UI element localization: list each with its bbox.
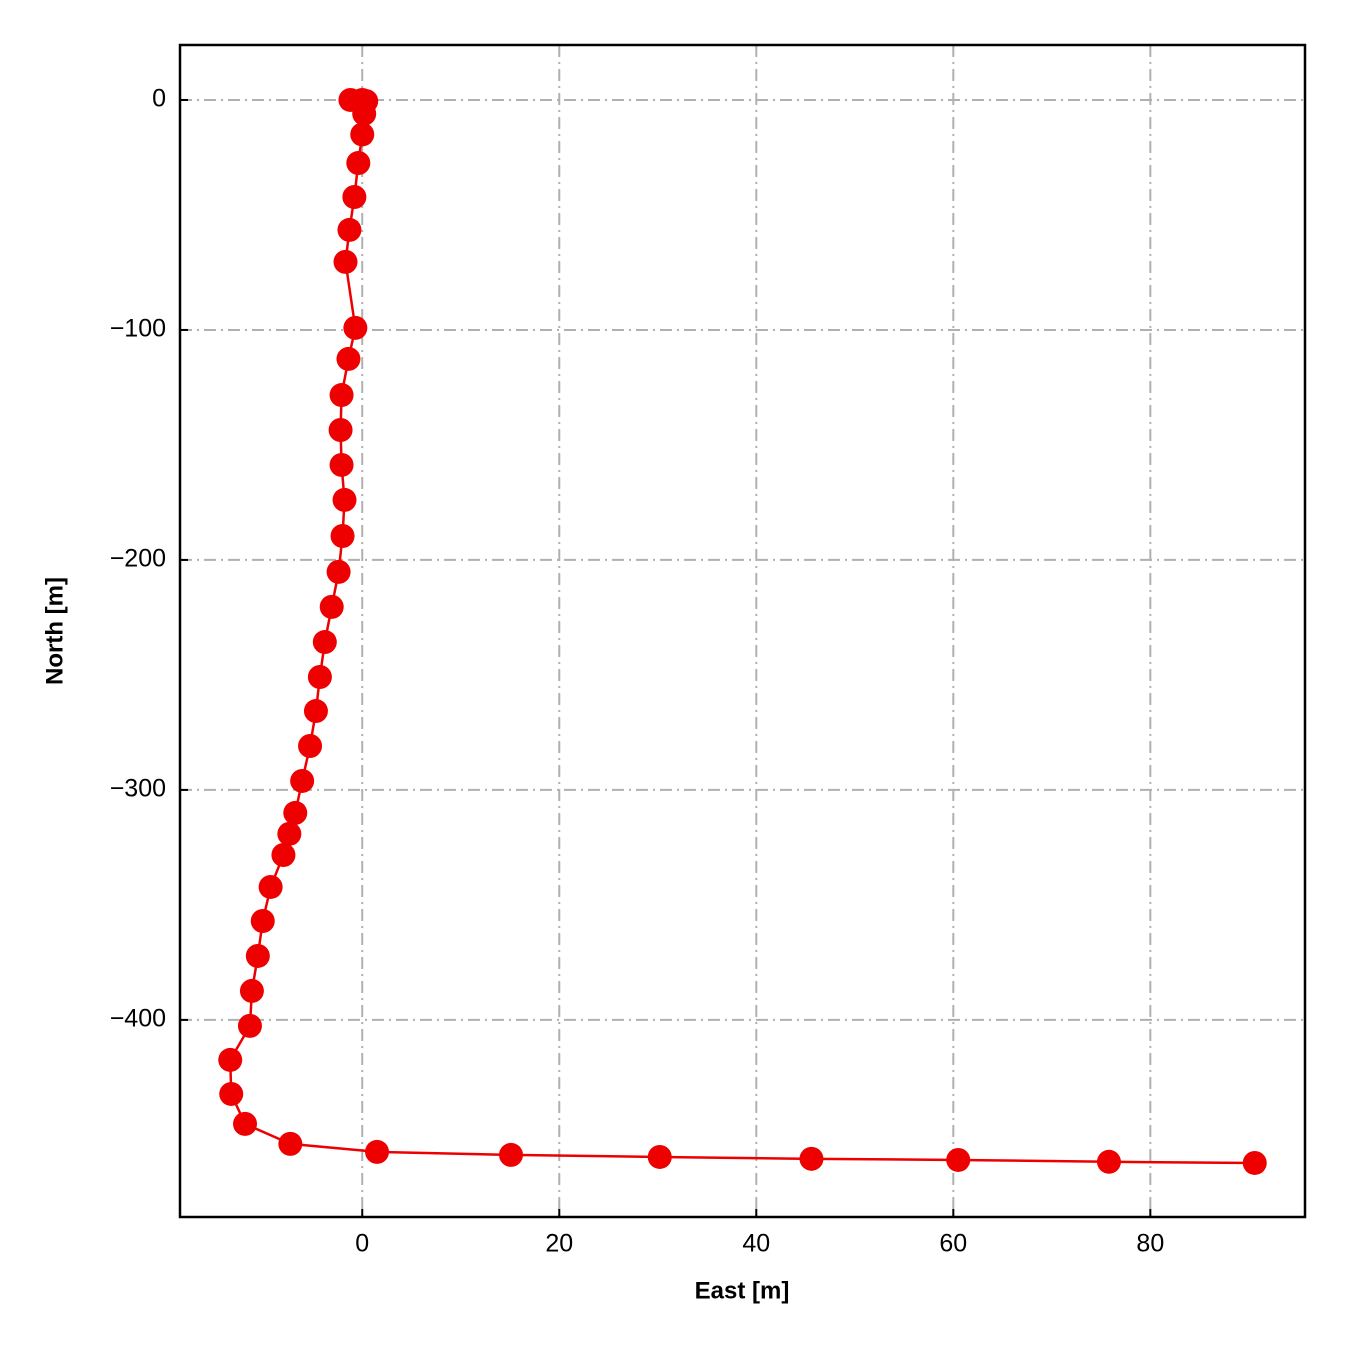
x-tick-label: 0 bbox=[355, 1230, 369, 1258]
point bbox=[319, 594, 344, 619]
point bbox=[307, 664, 332, 689]
series-line bbox=[228, 98, 1255, 1165]
x-axis-label: East [m] bbox=[695, 1277, 790, 1304]
point bbox=[365, 1139, 390, 1164]
point bbox=[278, 1131, 303, 1156]
point bbox=[333, 249, 358, 274]
point bbox=[290, 768, 315, 793]
plot-frame bbox=[178, 43, 1307, 1219]
x-tick-label: 20 bbox=[545, 1230, 573, 1258]
point bbox=[350, 122, 375, 147]
x-tick-label: 80 bbox=[1136, 1230, 1164, 1258]
point bbox=[219, 1081, 244, 1106]
point bbox=[343, 315, 368, 340]
y-tick-label: −400 bbox=[110, 1005, 166, 1033]
point bbox=[799, 1146, 824, 1171]
point bbox=[329, 383, 354, 408]
point bbox=[1242, 1150, 1267, 1175]
point bbox=[283, 800, 308, 825]
point bbox=[239, 978, 264, 1003]
point bbox=[342, 185, 367, 210]
x-tick-label: 60 bbox=[939, 1230, 967, 1258]
point bbox=[328, 417, 353, 442]
point bbox=[330, 524, 355, 549]
point bbox=[332, 487, 357, 512]
point bbox=[498, 1142, 523, 1167]
y-tick-label: 0 bbox=[152, 85, 166, 113]
point bbox=[312, 630, 337, 655]
point bbox=[218, 1047, 243, 1072]
point bbox=[326, 559, 351, 584]
point bbox=[233, 1111, 258, 1136]
point bbox=[277, 821, 302, 846]
y-tick-label: −200 bbox=[110, 545, 166, 573]
point bbox=[298, 733, 323, 758]
y-tick-label: −100 bbox=[110, 315, 166, 343]
point bbox=[245, 943, 270, 968]
point bbox=[329, 452, 354, 477]
point bbox=[237, 1013, 262, 1038]
point bbox=[337, 217, 362, 242]
point bbox=[250, 909, 275, 934]
point bbox=[271, 843, 296, 868]
point bbox=[346, 150, 371, 175]
y-tick-label: −300 bbox=[110, 775, 166, 803]
point bbox=[352, 101, 377, 126]
point bbox=[1096, 1149, 1121, 1174]
point bbox=[258, 874, 283, 899]
point bbox=[303, 699, 328, 724]
point bbox=[647, 1144, 672, 1169]
point bbox=[946, 1147, 971, 1172]
x-tick-label: 40 bbox=[742, 1230, 770, 1258]
point bbox=[336, 346, 361, 371]
y-axis-label: North [m] bbox=[41, 577, 68, 685]
